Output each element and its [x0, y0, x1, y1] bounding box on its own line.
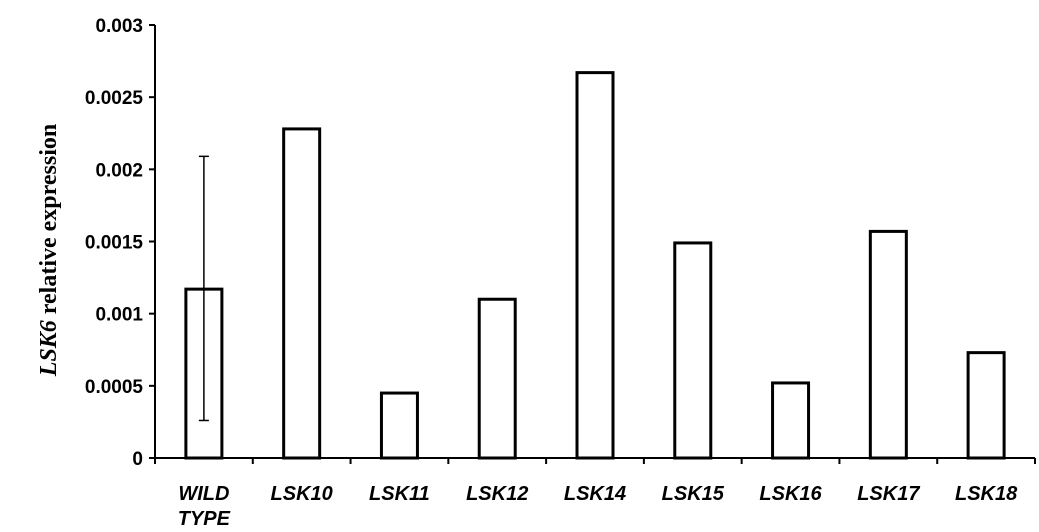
x-tick-label: LSK16 — [759, 483, 822, 505]
bar — [282, 127, 322, 460]
x-tick-label-line: LSK10 — [271, 483, 333, 505]
bar — [575, 71, 615, 460]
y-axis-label: LSK6 relative expression — [36, 124, 62, 377]
x-tick-label: LSK17 — [857, 483, 920, 505]
x-tick-label: LSK15 — [662, 483, 725, 505]
y-tick-label: 0.0005 — [85, 377, 144, 398]
bars — [184, 71, 1006, 460]
x-tick-label-line: LSK16 — [759, 483, 822, 505]
x-tick-label-line: TYPE — [178, 508, 231, 530]
x-tick-label-line: LSK18 — [955, 483, 1018, 505]
bar — [966, 351, 1006, 460]
x-tick-label: WILD TYPE — [178, 483, 231, 530]
error-bars — [198, 155, 209, 422]
y-tick-label: 0.0025 — [85, 88, 144, 109]
x-tick-label-line: WILD — [178, 483, 229, 505]
x-tick-label: LSK12 — [466, 483, 528, 505]
y-tick-label: 0.001 — [95, 305, 143, 326]
x-tick-label-line: LSK17 — [857, 483, 920, 505]
bar — [771, 381, 811, 460]
x-tick-label: LSK10 — [271, 483, 333, 505]
y-ticks: 0 0.0005 0.001 0.0015 0.002 0.0025 0.003 — [85, 16, 155, 470]
x-tick-label: LSK14 — [564, 483, 626, 505]
y-axis-label-text: relative expression — [36, 124, 62, 320]
y-tick-label: 0.0015 — [85, 233, 144, 254]
bar — [868, 229, 908, 460]
x-tick-labels: WILD TYPE LSK10 LSK11 LSK12 LSK14 LSK15 LSK16 LS… — [178, 483, 1018, 530]
x-tick-label-line: LSK12 — [466, 483, 528, 505]
x-tick-label-line: LSK14 — [564, 483, 626, 505]
bar — [673, 241, 713, 460]
y-axis-title: LSK6 relative expression — [36, 124, 62, 377]
y-tick-label: 0 — [132, 449, 143, 470]
bar — [379, 391, 419, 460]
y-tick-label: 0.003 — [95, 16, 143, 37]
y-tick-label: 0.002 — [95, 160, 143, 181]
x-tick-label: LSK11 — [369, 483, 430, 505]
bar — [477, 297, 517, 460]
x-tick-label-line: LSK11 — [369, 483, 430, 505]
x-tick-label: LSK18 — [955, 483, 1018, 505]
y-axis-label-gene: LSK6 — [36, 320, 62, 377]
x-tick-label-line: LSK15 — [662, 483, 725, 505]
